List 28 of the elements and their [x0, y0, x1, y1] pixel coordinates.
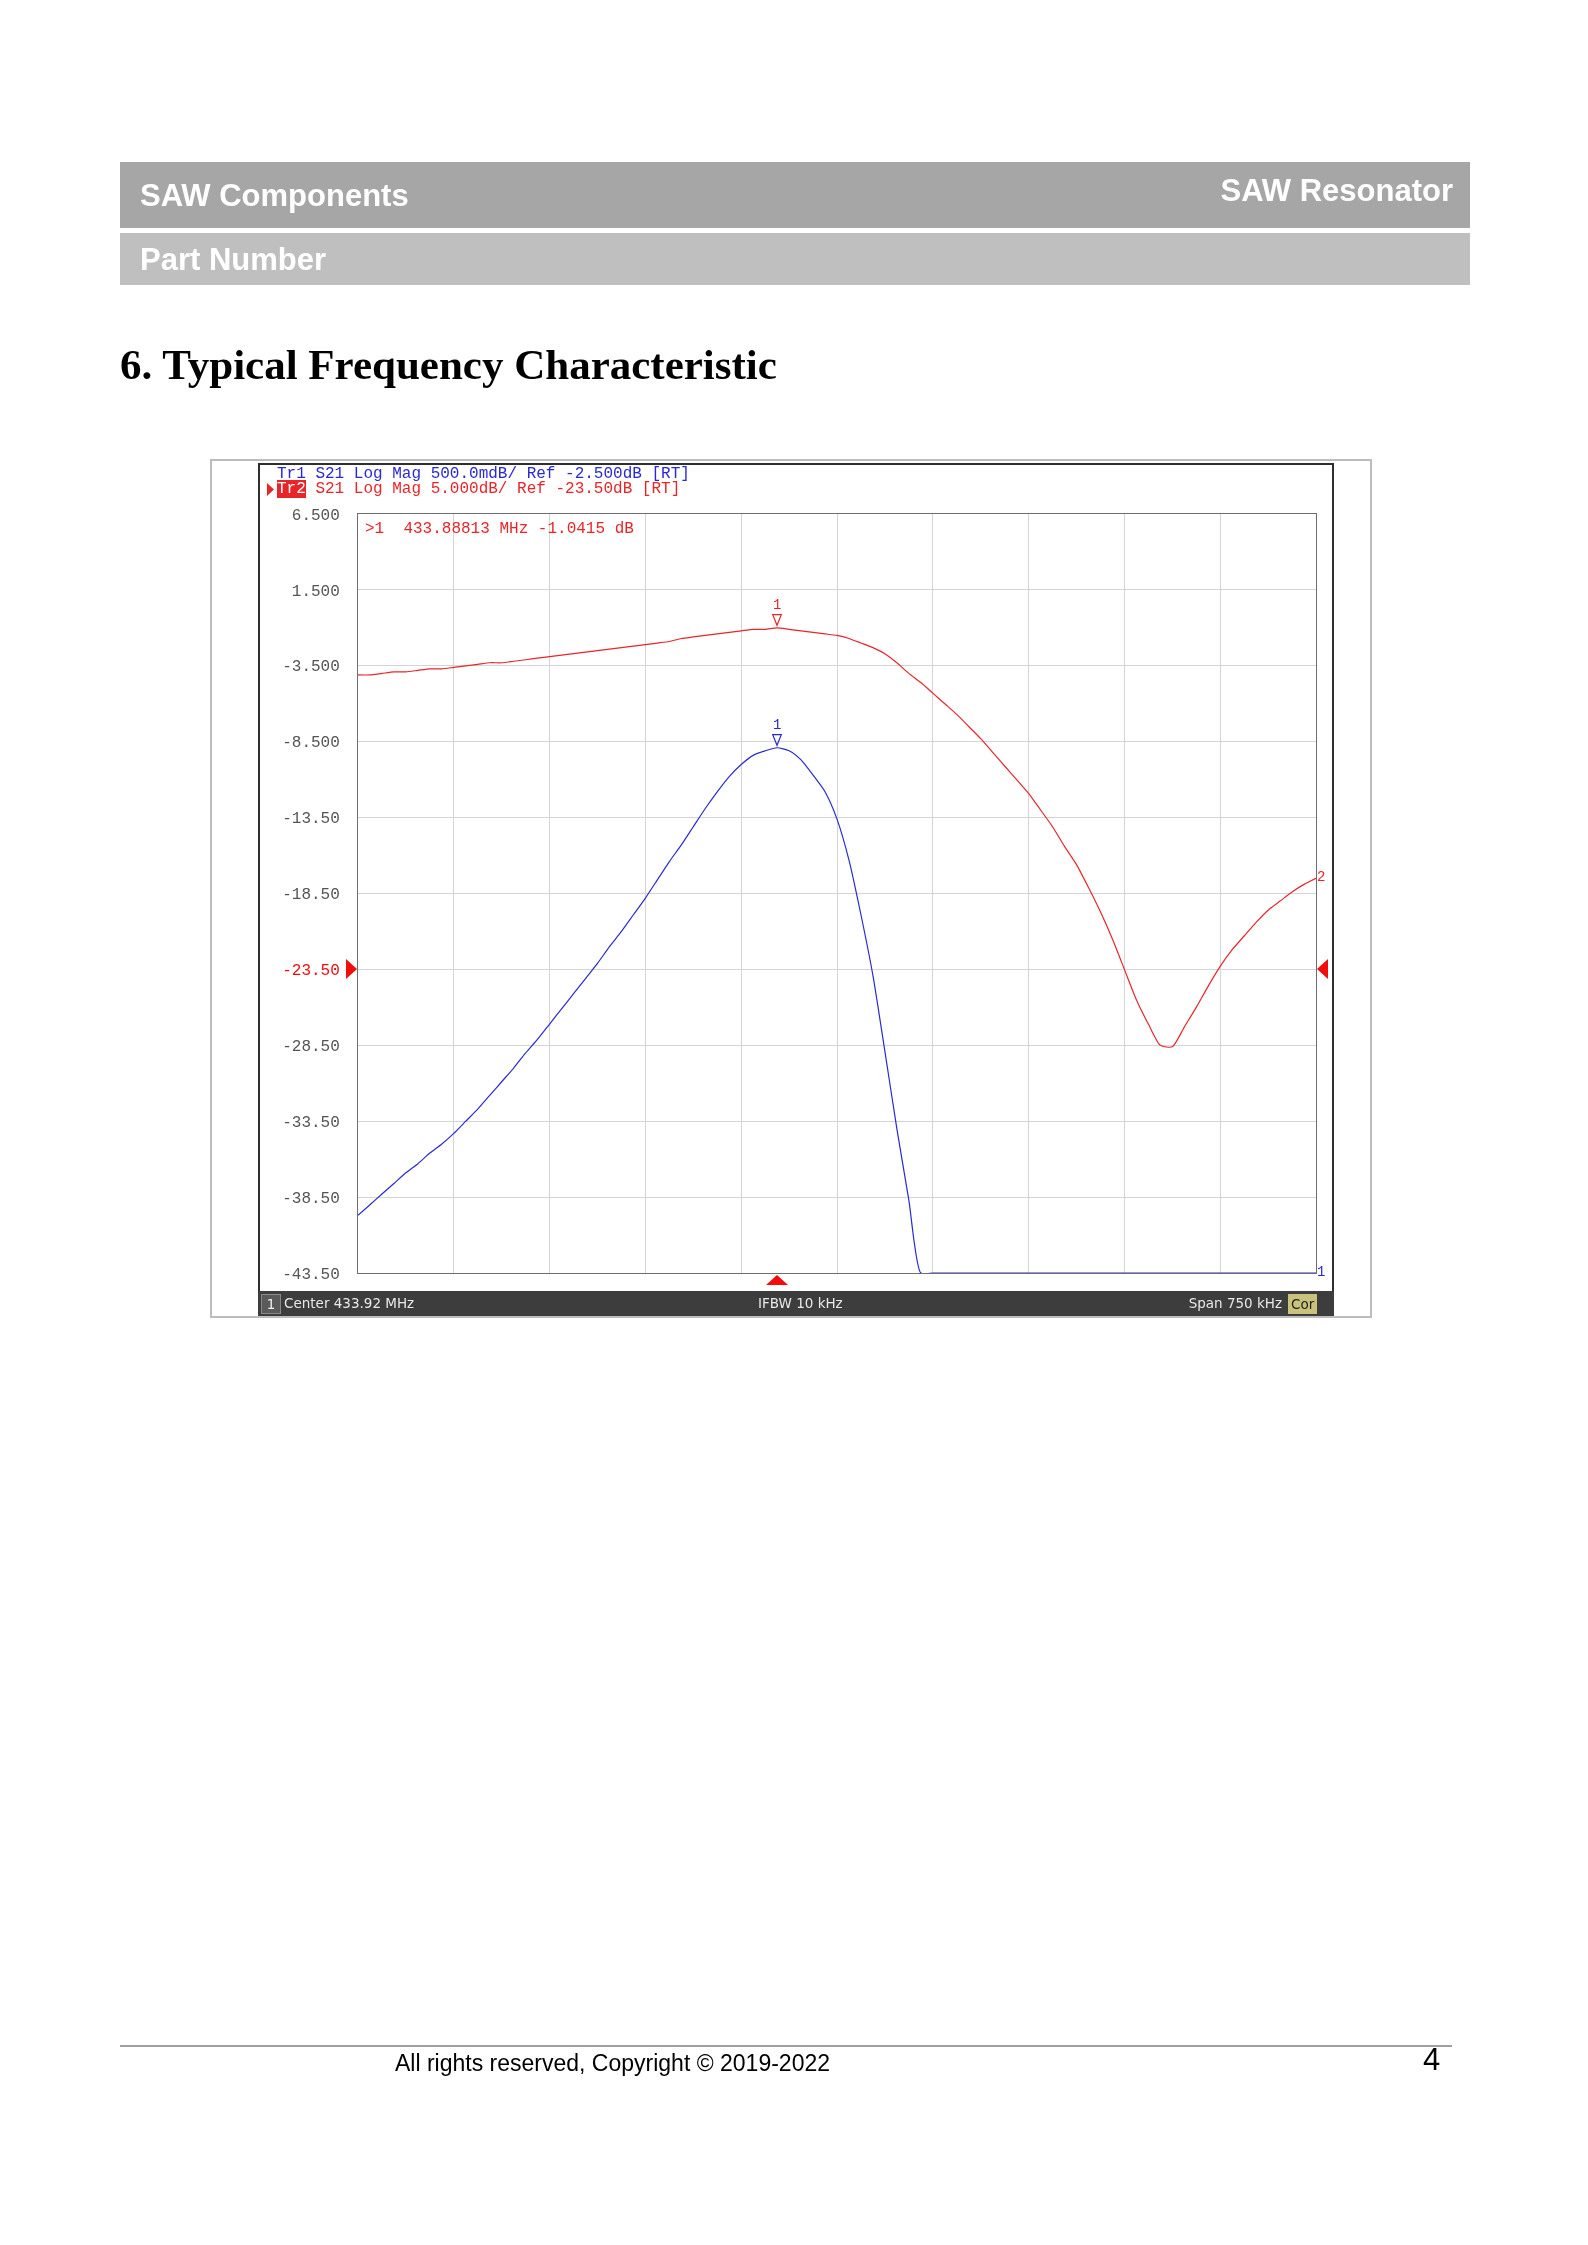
- text: Span 750 kHz: [1188, 1294, 1282, 1313]
- y-tick-label: -43.50: [282, 1265, 340, 1284]
- text: SAW Resonator: [1220, 172, 1453, 210]
- y-tick-label: -18.50: [282, 886, 340, 905]
- text: IFBW 10 kHz: [758, 1294, 843, 1313]
- text: Center 433.92 MHz: [284, 1294, 415, 1313]
- y-tick-label: -3.500: [282, 658, 340, 677]
- text: 1: [261, 1294, 281, 1314]
- text: 4: [1423, 2041, 1441, 2079]
- y-tick-label: -28.50: [282, 1037, 340, 1056]
- y-tick-label: -8.500: [282, 734, 340, 753]
- y-tick-label: -13.50: [282, 810, 340, 829]
- y-tick-label: -23.50: [282, 962, 340, 980]
- text: 1: [1317, 1264, 1326, 1280]
- y-tick-label: -38.50: [282, 1189, 340, 1208]
- legend-label: Tr2 S21 Log Mag 5.000dB/ Ref -23.50dB [RT]: [277, 480, 681, 498]
- annotation: >1 433.88813 MHz -1.0415 dB: [365, 520, 634, 538]
- chart-title: 6. Typical Frequency Characteristic: [120, 340, 777, 390]
- text: SAW Components: [140, 177, 409, 215]
- y-tick-label: 1.500: [291, 582, 340, 601]
- y-tick-label: -33.50: [282, 1113, 340, 1132]
- annotation: 1: [773, 597, 782, 613]
- y-tick-label: 6.500: [291, 506, 340, 525]
- text: All rights reserved, Copyright © 2019-2022: [395, 2049, 831, 2078]
- annotation: 1: [773, 717, 782, 733]
- text: Cor: [1288, 1294, 1318, 1314]
- text: 2: [1317, 869, 1326, 886]
- text: Part Number: [140, 241, 327, 279]
